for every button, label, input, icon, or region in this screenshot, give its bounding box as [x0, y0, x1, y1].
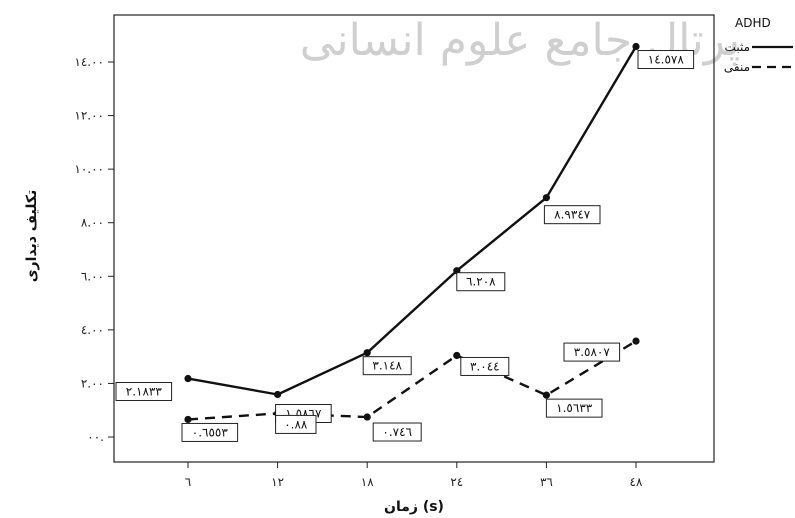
data-point-positive: [363, 349, 371, 357]
plot-frame: [113, 14, 715, 463]
x-tick-label: ١٢: [271, 475, 284, 489]
data-label-box: [637, 50, 695, 70]
data-label-box: [563, 342, 621, 362]
data-label-positive: ٦.٢٠٨: [456, 272, 506, 292]
x-tick-label: ٤٨: [630, 475, 643, 489]
x-axis: ٦ ١٢ ١٨ ٢٤ ٣٦ ٤٨: [185, 462, 643, 489]
x-tick-label: ٢٤: [450, 475, 463, 489]
legend: ADHD مثبت منفی: [724, 16, 793, 74]
data-label-box: [456, 272, 506, 292]
data-label-box: [275, 414, 317, 434]
data-label-box: [372, 422, 422, 442]
y-tick-label: ١٢.٠٠: [74, 109, 104, 123]
data-point-negative: [542, 391, 551, 399]
data-point-negative: [453, 351, 461, 360]
series-line-negative: [187, 340, 637, 421]
data-point-negative: [632, 337, 640, 345]
data-point-negative: [184, 415, 192, 424]
y-tick-label: ١٤.٠٠: [74, 55, 104, 69]
data-label-positive: ١٤.٥٧٨: [637, 50, 695, 70]
data-label-text: ٠.٦٥٥٣: [192, 425, 229, 439]
x-tick-label: ١٨: [361, 475, 374, 489]
x-tick-label: ٣٦: [540, 475, 553, 489]
data-label-text: ٣.٠٤٤: [470, 359, 500, 373]
data-label-box: [545, 398, 603, 418]
data-point-positive: [184, 374, 192, 383]
y-tick-label: ١٠.٠٠: [74, 162, 104, 176]
data-label-positive: ٣.١٤٨: [362, 356, 412, 376]
x-tick-label: ٦: [185, 475, 191, 489]
data-label-text: ٢.١٨٣٣: [126, 385, 163, 399]
data-label-text: ٨.٩٣٤٧: [554, 208, 591, 222]
series-layer: [184, 42, 640, 424]
y-axis: ٠٠. ٢.٠٠ ٤.٠٠ ٦.٠٠ ٨.٠٠ ١٠.٠٠ ١٢.٠٠ ١٤.٠٠: [74, 55, 114, 444]
data-label-negative: ٣.٠٤٤: [460, 356, 510, 376]
data-label-text: ٠.٨٨: [284, 417, 308, 431]
y-tick-label: ٦.٠٠: [81, 269, 104, 283]
data-label-negative: ٠.٨٨: [275, 414, 317, 434]
data-point-positive: [274, 390, 282, 399]
data-label-negative: ٠.٦٥٥٣: [181, 422, 239, 442]
data-label-box: [460, 356, 510, 376]
data-label-text: ٦.٢٠٨: [466, 275, 496, 289]
y-tick-label: ٠٠.: [87, 430, 104, 444]
x-axis-title: زمان (s): [384, 499, 444, 515]
data-point-negative: [363, 413, 371, 421]
y-tick-label: ٨.٠٠: [81, 216, 104, 230]
series-line-positive: [187, 45, 638, 396]
data-label-text: ٣.١٤٨: [372, 359, 402, 373]
data-label-box: [115, 382, 173, 402]
legend-label-negative: منفی: [724, 60, 750, 74]
y-tick-label: ٢.٠٠: [81, 376, 104, 390]
data-label-box: [181, 422, 239, 442]
y-axis-title: تکلیف دیداری: [24, 190, 40, 283]
data-label-positive: ٢.١٨٣٣: [115, 382, 173, 402]
data-point-positive: [632, 42, 640, 51]
legend-label-positive: مثبت: [725, 40, 750, 54]
data-label-positive: ٨.٩٣٤٧: [543, 205, 601, 225]
data-point-positive: [542, 194, 551, 202]
data-label-text: ١٤.٥٧٨: [648, 53, 685, 67]
data-label-text: ١.٥٦٣٣: [556, 401, 593, 415]
data-label-negative: ٠.٧٤٦: [372, 422, 422, 442]
data-label-box: [543, 205, 601, 225]
legend-title: ADHD: [735, 16, 771, 30]
data-label-negative: ١.٥٦٣٣: [545, 398, 603, 418]
y-tick-label: ٤.٠٠: [81, 323, 104, 337]
data-label-negative: ٣.٥٨٠٧: [563, 342, 621, 362]
data-label-text: ٣.٥٨٠٧: [574, 345, 611, 359]
data-label-box: [362, 356, 412, 376]
data-label-text: ٠.٧٤٦: [382, 425, 412, 439]
data-labels-layer: ٢.١٨٣٣١.٥٨٦٧٣.١٤٨٦.٢٠٨٨.٩٣٤٧١٤.٥٧٨٠.٦٥٥٣…: [115, 50, 695, 442]
